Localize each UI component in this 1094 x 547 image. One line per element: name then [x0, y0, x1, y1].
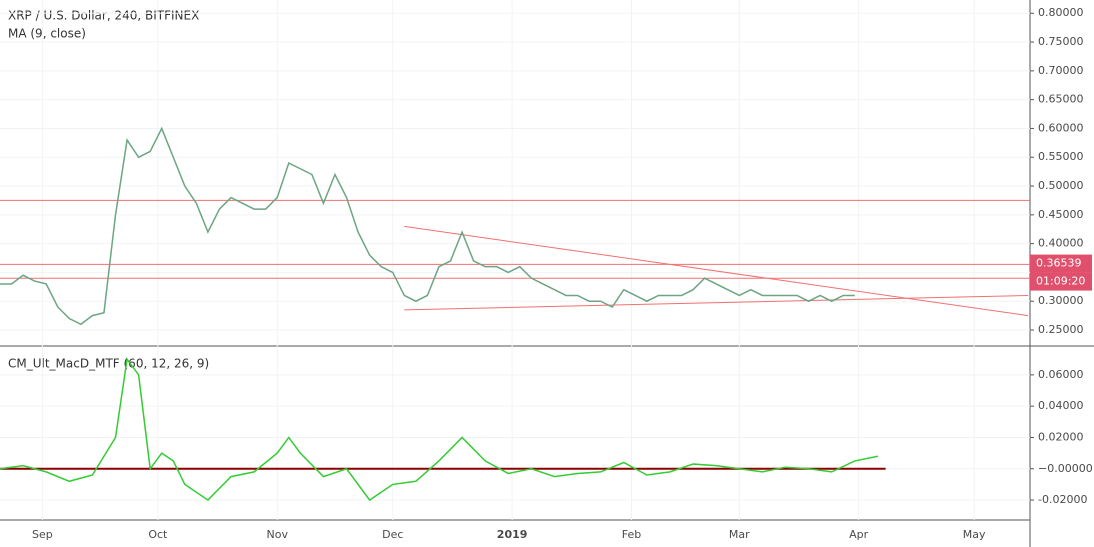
- x-tick-label: Sep: [32, 528, 53, 541]
- x-tick-label: May: [963, 528, 986, 541]
- last-price-label: 0.36539: [1036, 257, 1082, 270]
- x-tick-label: Mar: [729, 528, 750, 541]
- y-tick-label: −0.00000: [1038, 462, 1093, 475]
- x-tick-label: Nov: [266, 528, 288, 541]
- y-tick-label: 0.02000: [1038, 430, 1084, 443]
- y-tick-label: 0.60000: [1038, 121, 1084, 134]
- countdown-box: [1030, 272, 1092, 291]
- y-tick-label: 0.55000: [1038, 150, 1084, 163]
- y-tick-label: 0.80000: [1038, 6, 1084, 19]
- y-tick-label: 0.25000: [1038, 323, 1084, 336]
- x-tick-label: Oct: [148, 528, 168, 541]
- trend-line: [404, 294, 1029, 311]
- x-tick-label: Dec: [382, 528, 403, 541]
- trend-line: [404, 225, 1029, 317]
- indicator-label: MA (9, close): [8, 27, 86, 41]
- y-tick-label: 0.45000: [1038, 208, 1084, 221]
- y-tick-label: 0.65000: [1038, 93, 1084, 106]
- countdown-label: 01:09:20: [1036, 275, 1085, 288]
- x-tick-label: Apr: [849, 528, 869, 541]
- y-tick-label: 0.75000: [1038, 35, 1084, 48]
- macd-title: CM_Ult_MacD_MTF (60, 12, 26, 9): [8, 357, 209, 371]
- x-tick-label: 2019: [497, 528, 528, 541]
- line-series: [0, 357, 879, 502]
- y-tick-label: 0.70000: [1038, 64, 1084, 77]
- last-price-box: [1030, 254, 1092, 273]
- x-tick-label: Feb: [622, 528, 641, 541]
- line-series: [0, 126, 855, 326]
- y-tick-label: 0.30000: [1038, 294, 1084, 307]
- y-tick-label: -0.02000: [1038, 493, 1087, 506]
- symbol-title: XRP / U.S. Dollar, 240, BITFINEX: [8, 9, 199, 23]
- y-tick-label: 0.04000: [1038, 399, 1084, 412]
- y-tick-label: 0.40000: [1038, 237, 1084, 250]
- y-tick-label: 0.06000: [1038, 368, 1084, 381]
- y-tick-label: 0.50000: [1038, 179, 1084, 192]
